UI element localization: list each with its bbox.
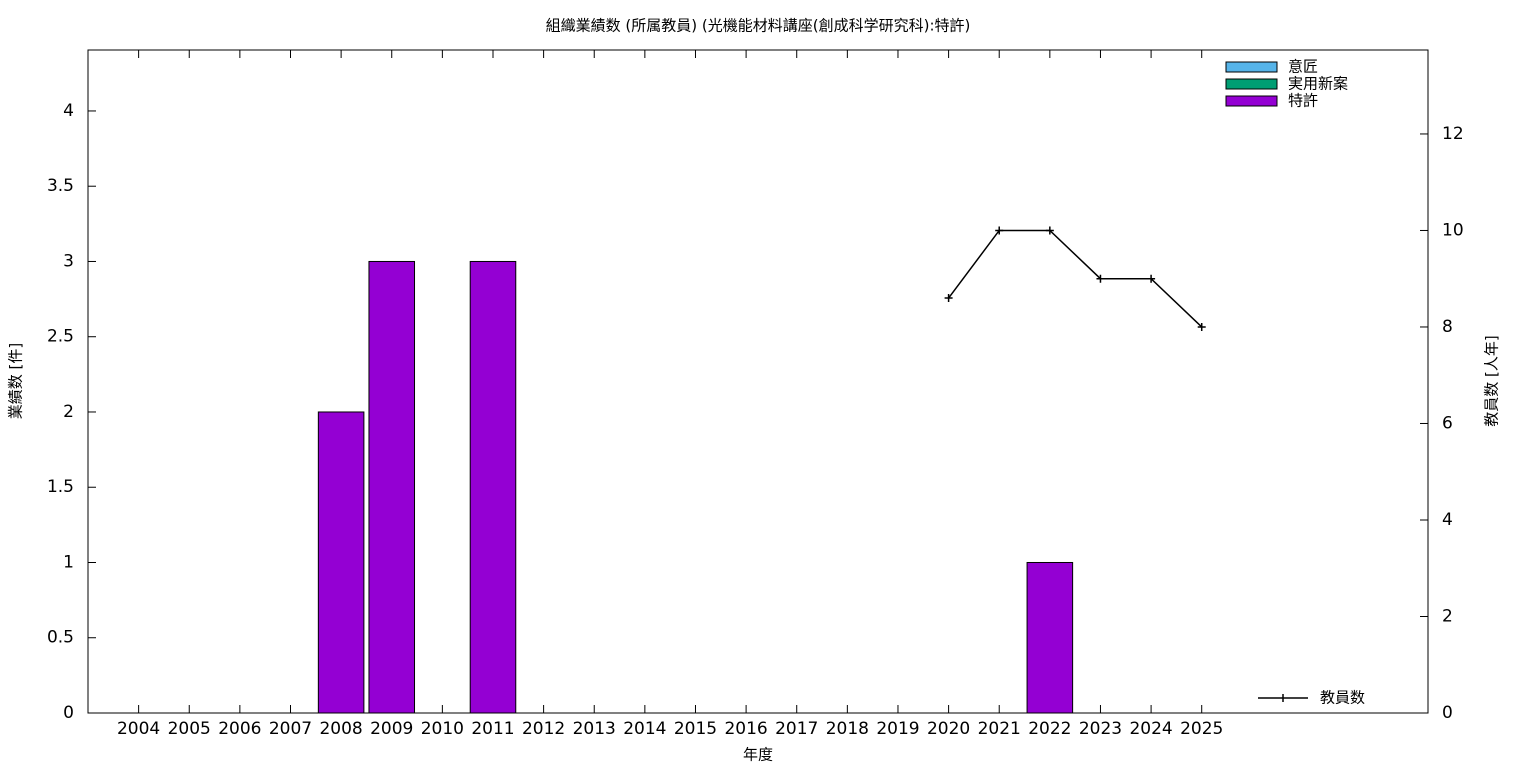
x-tick-label: 2012 bbox=[522, 719, 565, 739]
x-tick-label: 2014 bbox=[623, 719, 666, 739]
legend-line bbox=[1258, 694, 1308, 702]
y-tick-label: 4 bbox=[63, 101, 74, 121]
x-tick-label: 2009 bbox=[370, 719, 413, 739]
point bbox=[995, 226, 1004, 235]
point bbox=[1045, 226, 1054, 235]
legend-swatch bbox=[1225, 78, 1278, 90]
y-tick-label: 2.5 bbox=[47, 327, 74, 347]
x-tick-label: 2020 bbox=[927, 719, 970, 739]
bar bbox=[317, 411, 365, 714]
line bbox=[947, 229, 1203, 328]
legend-swatch bbox=[1225, 61, 1278, 73]
x-tick-label: 2022 bbox=[1028, 719, 1071, 739]
x-tick-label: 2015 bbox=[674, 719, 717, 739]
y-tick-label: 1 bbox=[63, 552, 74, 572]
y-tick-label: 2 bbox=[63, 402, 74, 422]
legend-label: 教員数 bbox=[1320, 689, 1365, 707]
x-tick-label: 2021 bbox=[978, 719, 1021, 739]
y2-tick-label: 0 bbox=[1442, 703, 1453, 723]
y-tick-label: 0 bbox=[63, 703, 74, 723]
y-tick-label: 1.5 bbox=[47, 477, 74, 497]
point bbox=[1147, 274, 1156, 283]
x-tick-label: 2023 bbox=[1079, 719, 1122, 739]
bar bbox=[1026, 561, 1074, 714]
plot-frame bbox=[87, 49, 1429, 714]
x-tick-label: 2019 bbox=[876, 719, 919, 739]
x-tick-label: 2024 bbox=[1129, 719, 1172, 739]
x-tick-label: 2013 bbox=[573, 719, 616, 739]
y-tick-label: 3.5 bbox=[47, 176, 74, 196]
x-tick-label: 2018 bbox=[826, 719, 869, 739]
x-tick-label: 2010 bbox=[421, 719, 464, 739]
legend-label: 特許 bbox=[1288, 92, 1318, 110]
y2-tick-label: 8 bbox=[1442, 317, 1453, 337]
bar bbox=[368, 260, 416, 714]
x-tick-label: 2016 bbox=[724, 719, 767, 739]
y2-tick-label: 6 bbox=[1442, 413, 1453, 433]
x-tick-label: 2006 bbox=[218, 719, 261, 739]
y-tick-label: 0.5 bbox=[47, 628, 74, 648]
x-tick-label: 2005 bbox=[168, 719, 211, 739]
x-tick-label: 2007 bbox=[269, 719, 312, 739]
y-axis-label: 業績数 [件] bbox=[7, 343, 25, 419]
x-tick-label: 2008 bbox=[319, 719, 362, 739]
y2-axis-label: 教員数 [人年] bbox=[1483, 335, 1501, 426]
y2-tick-label: 2 bbox=[1442, 606, 1453, 626]
bar bbox=[469, 260, 517, 714]
y2-tick-label: 4 bbox=[1442, 510, 1453, 530]
point bbox=[1096, 274, 1105, 283]
x-tick-label: 2025 bbox=[1180, 719, 1223, 739]
point bbox=[1197, 322, 1206, 331]
y2-tick-label: 10 bbox=[1442, 220, 1464, 240]
x-axis-label: 年度 bbox=[743, 746, 773, 764]
legend-swatch bbox=[1225, 95, 1278, 107]
y-tick-label: 3 bbox=[63, 251, 74, 271]
x-tick-label: 2004 bbox=[117, 719, 160, 739]
x-tick-label: 2017 bbox=[775, 719, 818, 739]
point bbox=[944, 294, 953, 303]
chart-title: 組織業績数 (所属教員) (光機能材料講座(創成科学研究科):特許) bbox=[546, 17, 971, 35]
legend-label: 実用新案 bbox=[1288, 75, 1348, 93]
legend-label: 意匠 bbox=[1288, 58, 1318, 76]
y2-tick-label: 12 bbox=[1442, 124, 1464, 144]
x-tick-label: 2011 bbox=[471, 719, 514, 739]
